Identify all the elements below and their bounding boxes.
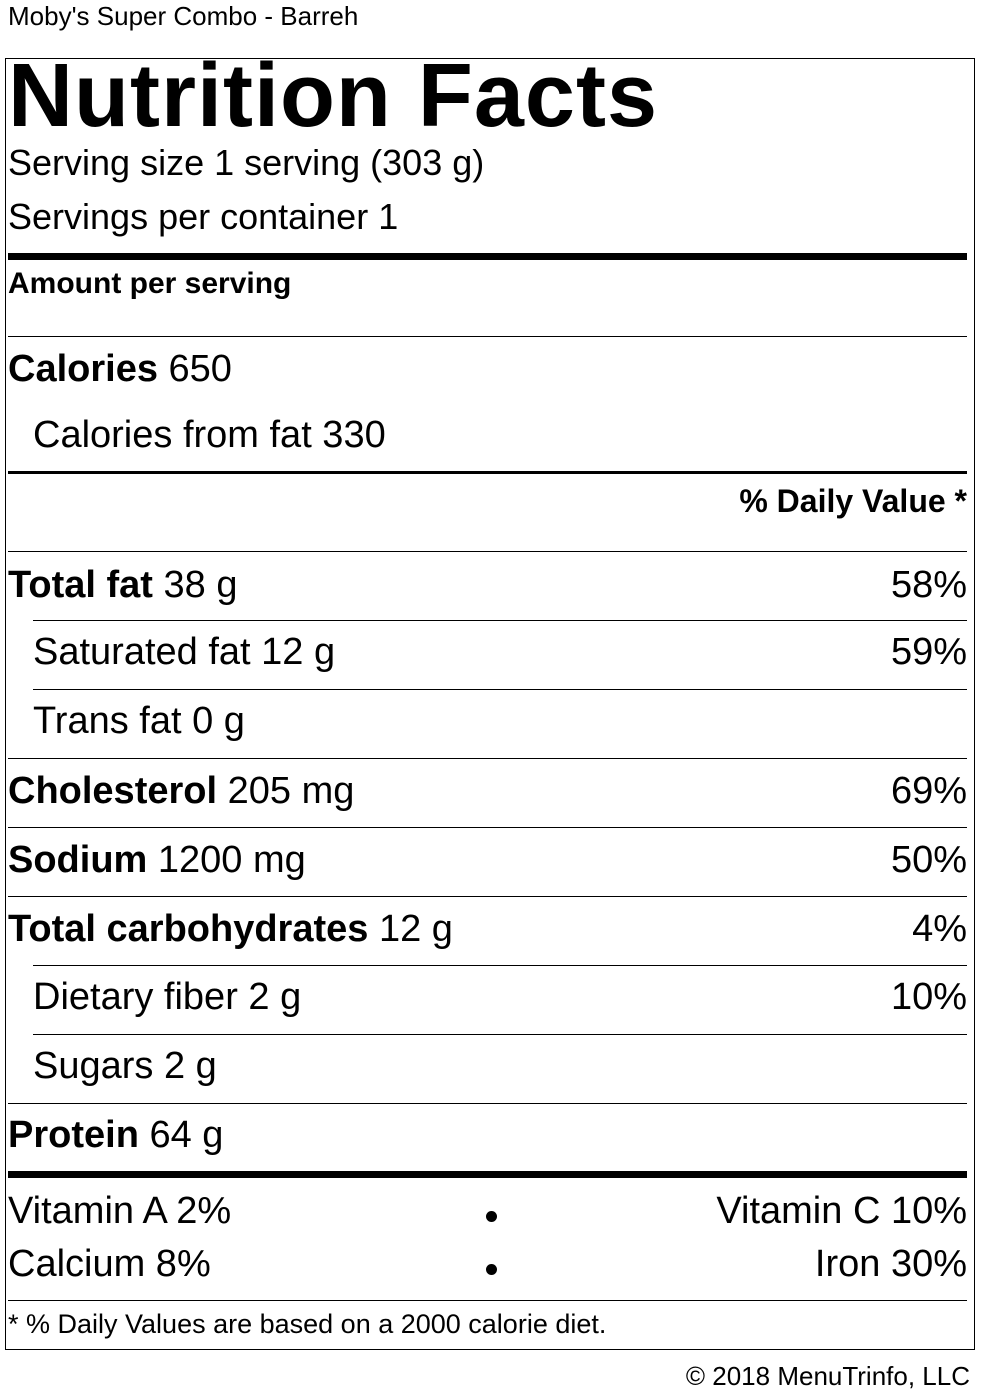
total-fat-label: Total fat xyxy=(8,564,153,606)
bullet-icon xyxy=(486,1264,497,1275)
divider xyxy=(33,689,967,690)
medium-divider xyxy=(8,471,967,474)
cholesterol-label: Cholesterol xyxy=(8,770,218,812)
calories-row: Calories 650 xyxy=(8,347,232,391)
divider xyxy=(8,336,967,337)
nutrition-facts-heading: Nutrition Facts xyxy=(8,46,659,146)
divider xyxy=(8,1300,967,1301)
total-fat-dv: 58% xyxy=(890,564,967,606)
divider xyxy=(33,1034,967,1035)
calories-label: Calories xyxy=(8,348,158,390)
thick-divider xyxy=(8,253,967,260)
dietary-fiber-dv: 10% xyxy=(890,976,967,1018)
sodium-dv: 50% xyxy=(890,839,967,881)
nutrition-label xyxy=(5,58,975,1350)
total-fat-amount: 38 g xyxy=(163,564,238,606)
divider xyxy=(8,1103,967,1104)
vitamin-c: Vitamin C 10% xyxy=(716,1190,967,1232)
total-carbs-amount: 12 g xyxy=(378,908,453,950)
dietary-fiber-row: Dietary fiber 2 g xyxy=(33,976,302,1018)
protein-row: Protein 64 g xyxy=(8,1113,223,1157)
daily-value-header: % Daily Value * xyxy=(739,483,967,519)
product-title: Moby's Super Combo - Barreh xyxy=(8,1,359,31)
sodium-row: Sodium 1200 mg xyxy=(8,838,306,882)
footnote: * % Daily Values are based on a 2000 cal… xyxy=(8,1309,607,1339)
bullet-icon xyxy=(486,1211,497,1222)
thick-divider xyxy=(8,1171,967,1178)
divider xyxy=(8,551,967,552)
serving-size: Serving size 1 serving (303 g) xyxy=(8,142,485,183)
total-carbs-dv: 4% xyxy=(912,908,967,950)
total-carbs-row: Total carbohydrates 12 g xyxy=(8,907,453,951)
calories-value: 650 xyxy=(168,348,232,390)
cholesterol-amount: 205 mg xyxy=(227,770,355,812)
sugars-row: Sugars 2 g xyxy=(33,1045,217,1087)
copyright: © 2018 MenuTrinfo, LLC xyxy=(685,1361,970,1391)
calcium: Calcium 8% xyxy=(8,1243,211,1285)
total-carbs-label: Total carbohydrates xyxy=(8,908,369,950)
divider xyxy=(8,827,967,828)
divider xyxy=(33,965,967,966)
sodium-amount: 1200 mg xyxy=(157,839,306,881)
protein-label: Protein xyxy=(8,1114,139,1156)
amount-per-serving: Amount per serving xyxy=(8,267,292,300)
iron: Iron 30% xyxy=(814,1243,967,1285)
divider xyxy=(33,620,967,621)
divider xyxy=(8,758,967,759)
calories-from-fat: Calories from fat 330 xyxy=(33,414,386,456)
cholesterol-row: Cholesterol 205 mg xyxy=(8,769,354,813)
trans-fat-row: Trans fat 0 g xyxy=(33,700,245,742)
divider xyxy=(8,896,967,897)
total-fat-row: Total fat 38 g xyxy=(8,563,237,607)
servings-per-container: Servings per container 1 xyxy=(8,196,399,237)
cholesterol-dv: 69% xyxy=(890,770,967,812)
protein-amount: 64 g xyxy=(149,1114,224,1156)
vitamin-a: Vitamin A 2% xyxy=(8,1190,232,1232)
sodium-label: Sodium xyxy=(8,839,148,881)
saturated-fat-dv: 59% xyxy=(890,631,967,673)
saturated-fat-row: Saturated fat 12 g xyxy=(33,631,336,673)
